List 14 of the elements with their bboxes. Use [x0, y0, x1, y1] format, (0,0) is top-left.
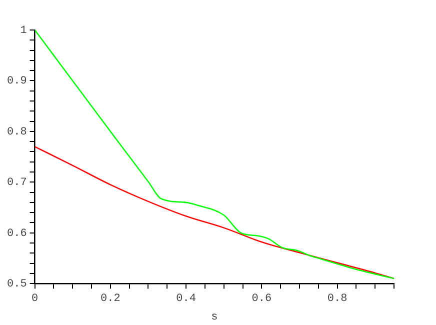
- x-tick-label: 0.6: [252, 293, 272, 306]
- line-series: [34, 30, 394, 280]
- x-tick-label: 0.8: [327, 293, 348, 306]
- y-tick-label: 0.5: [6, 278, 27, 291]
- y-tick-label: 0.9: [6, 76, 27, 88]
- x-tick-label: 0: [32, 293, 38, 306]
- x-axis-title: s: [211, 311, 218, 324]
- line-series: [34, 146, 394, 280]
- y-tick-label: 1: [20, 24, 28, 37]
- y-tick-label: 0.7: [6, 177, 27, 190]
- x-tick-label: 0.2: [100, 293, 120, 306]
- y-tick-label: 0.8: [6, 126, 27, 138]
- x-tick-label: 0.4: [176, 293, 196, 306]
- y-tick-label: 0.6: [6, 228, 27, 240]
